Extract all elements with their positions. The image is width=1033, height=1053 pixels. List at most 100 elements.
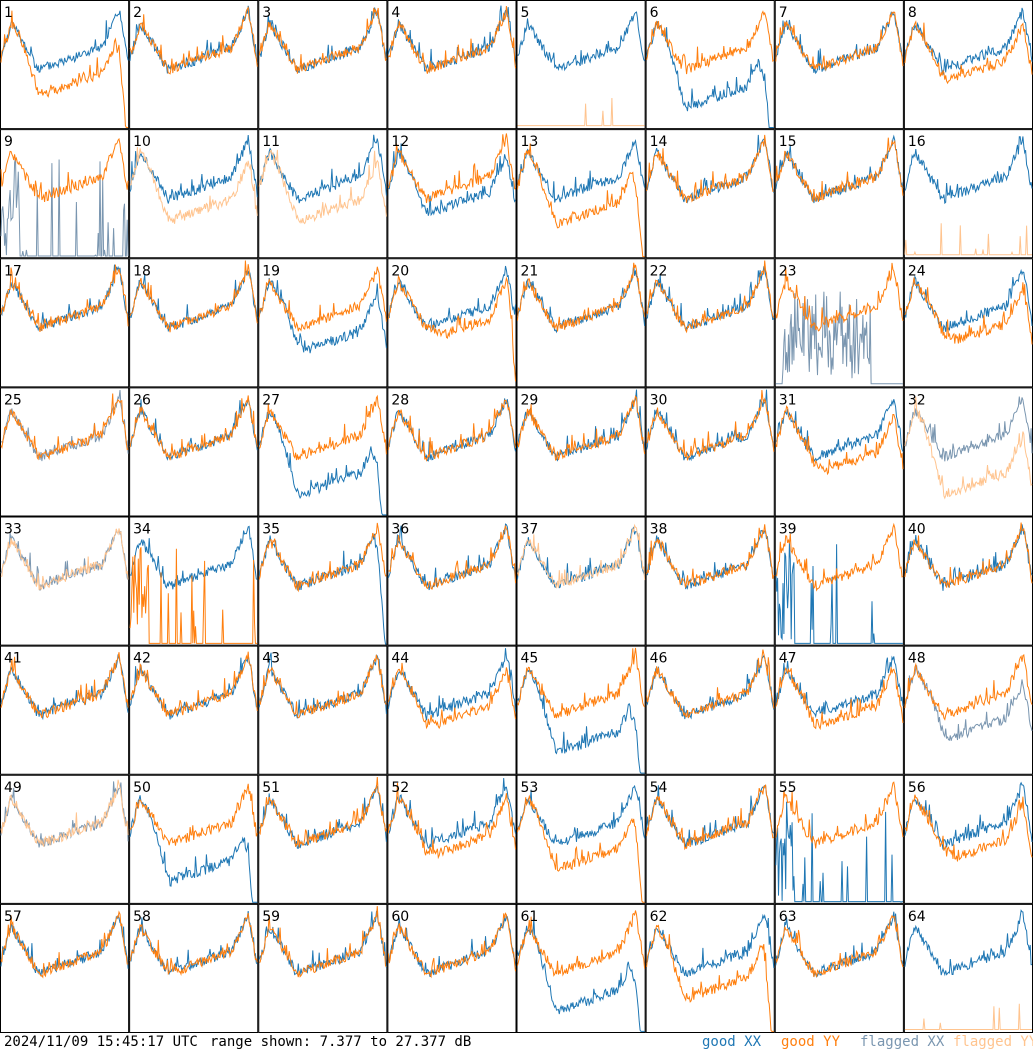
panel-number: 43 bbox=[262, 651, 280, 667]
panel-number: 25 bbox=[4, 392, 22, 408]
series-yy-line bbox=[258, 522, 387, 593]
panel-frame bbox=[645, 0, 775, 130]
panel-51: 51 bbox=[258, 774, 388, 904]
panel-42: 42 bbox=[129, 645, 259, 775]
series-yy-line bbox=[387, 399, 516, 462]
series-xx-line bbox=[129, 5, 258, 74]
panel-64: 64 bbox=[903, 903, 1033, 1033]
panel-6: 6 bbox=[645, 0, 775, 130]
panel-3: 3 bbox=[258, 0, 388, 130]
panel-frame bbox=[258, 387, 388, 517]
series-xx-line bbox=[775, 801, 903, 903]
series-yy-line bbox=[129, 146, 258, 224]
timestamp: 2024/11/09 15:45:17 UTC bbox=[4, 1034, 198, 1050]
panel-frame bbox=[129, 903, 259, 1033]
series-xx-line bbox=[517, 11, 646, 72]
panel-38: 38 bbox=[645, 516, 775, 646]
series-xx-line bbox=[904, 136, 1033, 205]
series-yy-line bbox=[904, 396, 1033, 500]
series-yy-line bbox=[129, 395, 258, 461]
series-yy-line bbox=[517, 97, 645, 127]
panel-48: 48 bbox=[903, 645, 1033, 775]
panel-62: 62 bbox=[645, 903, 775, 1033]
panel-26: 26 bbox=[129, 387, 259, 517]
series-yy-line bbox=[904, 20, 1033, 85]
panel-number: 21 bbox=[521, 263, 539, 279]
panel-56: 56 bbox=[903, 774, 1033, 904]
panel-frame bbox=[516, 903, 646, 1033]
panel-number: 3 bbox=[262, 5, 271, 21]
panel-41: 41 bbox=[0, 645, 130, 775]
series-yy-line bbox=[258, 394, 387, 461]
panel-number: 46 bbox=[650, 651, 668, 667]
panel-frame bbox=[129, 387, 259, 517]
panel-number: 12 bbox=[391, 134, 409, 150]
series-xx-line bbox=[904, 7, 1033, 76]
panel-number: 5 bbox=[521, 5, 530, 21]
series-yy-line bbox=[388, 524, 516, 590]
panel-15: 15 bbox=[774, 129, 904, 259]
panel-number: 20 bbox=[391, 263, 409, 279]
panel-number: 63 bbox=[779, 909, 797, 925]
series-yy-line bbox=[646, 10, 775, 75]
panel-frame bbox=[0, 0, 130, 130]
series-xx-line bbox=[775, 291, 903, 385]
series-yy-line bbox=[258, 654, 387, 719]
series-xx-line bbox=[775, 134, 904, 204]
panel-number: 19 bbox=[262, 263, 280, 279]
panel-frame bbox=[645, 645, 775, 775]
panel-44: 44 bbox=[387, 645, 517, 775]
legend-flagged-yy: flagged YY bbox=[953, 1034, 1033, 1050]
panel-number: 37 bbox=[521, 522, 539, 538]
panel-12: 12 bbox=[387, 129, 517, 259]
panel-frame bbox=[258, 0, 388, 130]
panel-frame bbox=[387, 0, 517, 130]
panel-9: 9 bbox=[0, 129, 130, 259]
panel-number: 42 bbox=[133, 651, 151, 667]
panel-57: 57 bbox=[0, 903, 130, 1033]
panel-frame bbox=[129, 258, 259, 388]
series-yy-line bbox=[904, 522, 1033, 588]
panel-37: 37 bbox=[516, 516, 646, 646]
legend-good-xx: good XX bbox=[702, 1034, 762, 1050]
panel-number: 7 bbox=[779, 5, 788, 21]
series-xx-line bbox=[517, 389, 646, 462]
series-yy-line bbox=[129, 260, 258, 333]
series-xx-line bbox=[775, 911, 904, 978]
panel-7: 7 bbox=[774, 0, 904, 130]
panel-52: 52 bbox=[387, 774, 517, 904]
panel-27: 27 bbox=[258, 387, 388, 517]
panel-32: 32 bbox=[903, 387, 1033, 517]
series-xx-line bbox=[387, 777, 516, 849]
panel-number: 13 bbox=[521, 134, 539, 150]
panel-frame bbox=[516, 0, 646, 130]
panel-frame bbox=[903, 645, 1033, 775]
series-yy-line bbox=[775, 914, 904, 978]
series-yy-line bbox=[517, 910, 646, 977]
panel-frame bbox=[387, 516, 517, 646]
panel-61: 61 bbox=[516, 903, 646, 1033]
panel-frame bbox=[0, 645, 130, 775]
series-xx-line bbox=[904, 268, 1033, 333]
series-yy-line bbox=[775, 137, 904, 203]
series-xx-line bbox=[258, 652, 387, 719]
series-xx-line bbox=[129, 525, 258, 590]
panel-frame bbox=[774, 645, 904, 775]
series-xx-line bbox=[904, 909, 1032, 977]
panel-5: 5 bbox=[516, 0, 646, 130]
series-yy-line bbox=[646, 389, 775, 461]
panel-frame bbox=[774, 774, 904, 904]
series-yy-line bbox=[129, 547, 258, 644]
panel-46: 46 bbox=[645, 645, 775, 775]
panel-number: 30 bbox=[650, 392, 668, 408]
panel-number: 8 bbox=[908, 5, 917, 21]
panel-29: 29 bbox=[516, 387, 646, 517]
panel-number: 27 bbox=[262, 392, 280, 408]
series-yy-line bbox=[646, 924, 774, 1032]
series-xx-line bbox=[904, 781, 1033, 850]
panel-frame bbox=[516, 774, 646, 904]
panel-25: 25 bbox=[0, 387, 130, 517]
series-xx-line bbox=[258, 277, 387, 354]
panel-34: 34 bbox=[129, 516, 259, 646]
series-yy-line bbox=[0, 779, 129, 847]
